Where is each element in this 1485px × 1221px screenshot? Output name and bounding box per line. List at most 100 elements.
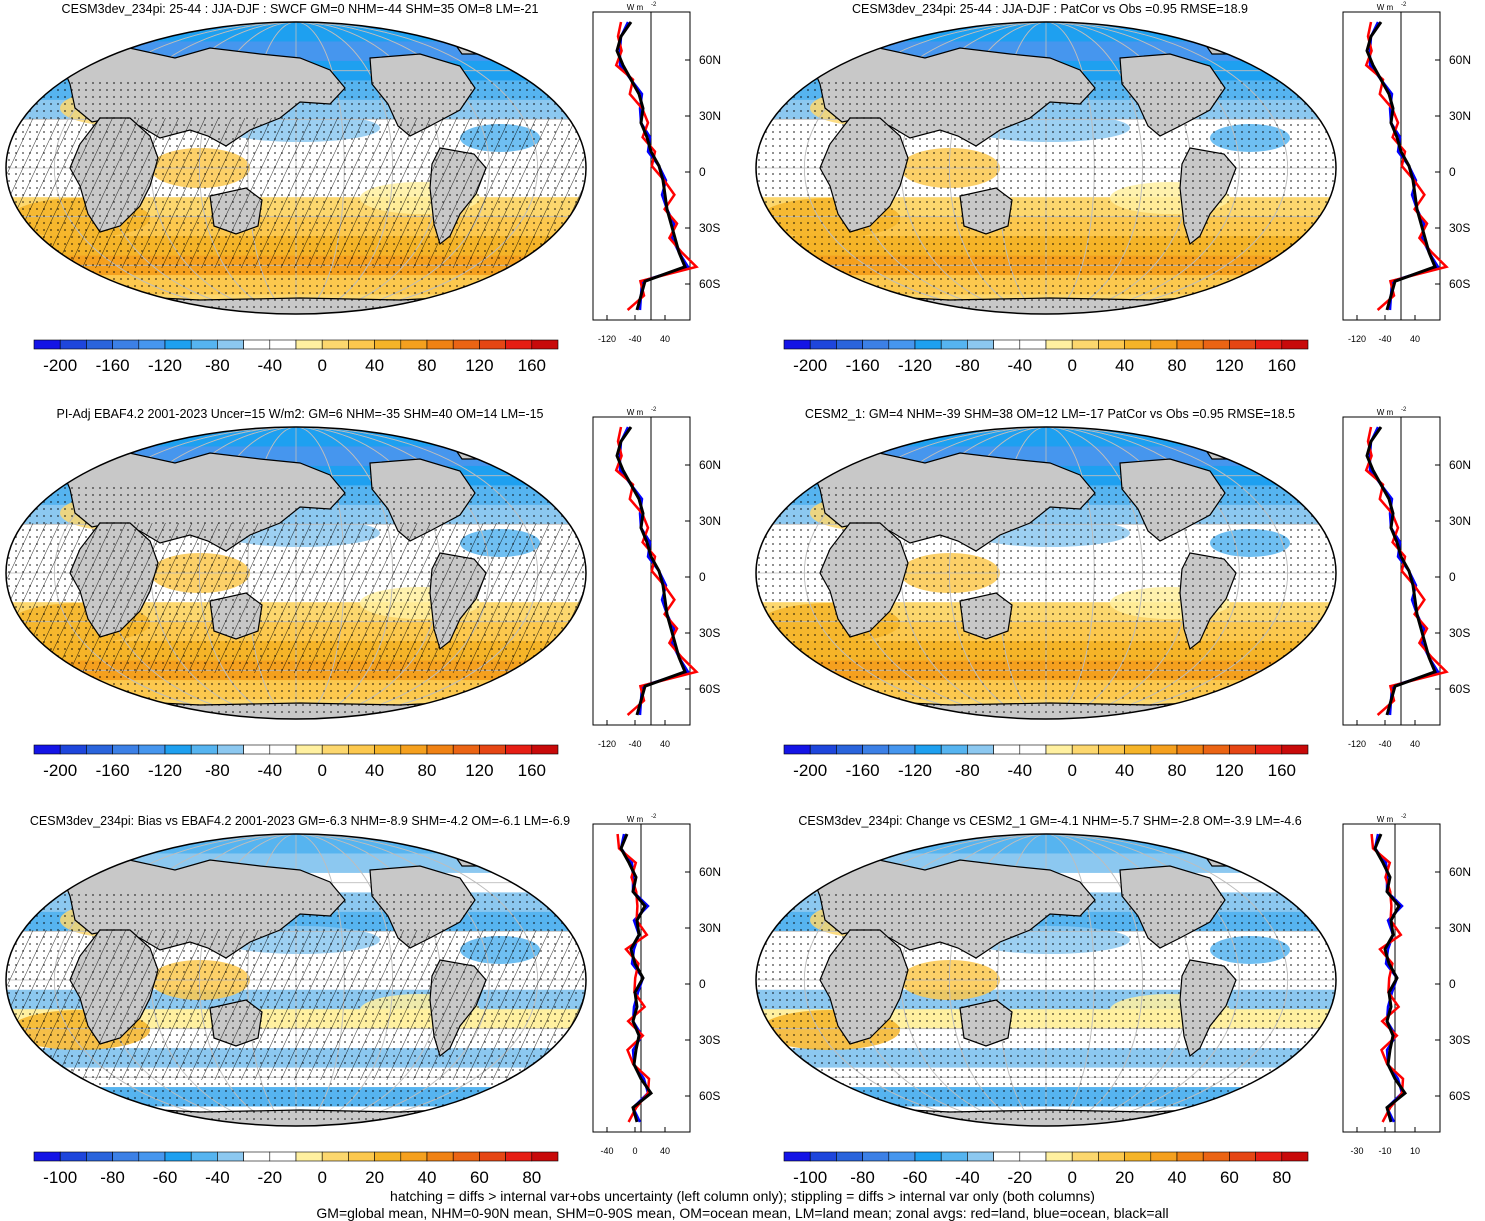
colorbar-label: 120: [1215, 356, 1243, 375]
colorbar-swatch: [1255, 339, 1283, 350]
colorbar-swatch: [505, 744, 533, 755]
colorbar-swatch: [112, 339, 140, 350]
colorbar-swatch: [86, 339, 113, 350]
colorbar-label: -120: [898, 356, 932, 375]
colorbar-swatch: [1098, 339, 1125, 350]
zonal-curve: [615, 426, 687, 716]
colorbar-swatch: [1281, 744, 1309, 755]
colorbar-swatch: [809, 1151, 837, 1162]
colorbar-swatch: [59, 1151, 87, 1162]
colorbar-swatch: [426, 744, 454, 755]
colorbar-label: -200: [793, 356, 827, 375]
zonal-unit: W m: [1377, 408, 1394, 417]
zonal-tick-label: 40: [660, 739, 670, 749]
map-border: [5, 833, 587, 1127]
colorbar-swatch: [86, 1151, 113, 1162]
colorbar-swatch: [321, 744, 349, 755]
colorbar-swatch: [1071, 1151, 1099, 1162]
colorbar-label: -100: [43, 1168, 77, 1187]
colorbar-swatch: [426, 339, 454, 350]
colorbar-swatch: [400, 1151, 428, 1162]
zonal-unit: W m: [627, 3, 644, 12]
lat-label: 0: [699, 570, 706, 584]
panel-title: CESM3dev_234pi: 25-44 : JJA-DJF : SWCF G…: [61, 2, 539, 16]
colorbar-swatch: [1124, 339, 1152, 350]
lat-label: 30S: [1449, 221, 1470, 235]
colorbar-swatch: [374, 339, 402, 350]
lat-label: 60S: [699, 277, 720, 291]
zonal-unit: W m: [1377, 3, 1394, 12]
colorbar-swatch: [888, 744, 916, 755]
zonal-unit: W m: [627, 815, 644, 824]
zonal-mean-plot: W m -2 60N 30N 0 30S 60S -120 -40 40: [1342, 2, 1471, 344]
map-panel: PI-Adj EBAF4.2 2001-2023 Uncer=15 W/m2: …: [0, 405, 742, 810]
colorbar-label: -40: [205, 1168, 230, 1187]
colorbar-swatch: [888, 339, 916, 350]
colorbar-swatch: [190, 744, 218, 755]
lat-label: 60S: [699, 1089, 720, 1103]
colorbar: -200-160-120-80-4004080120160200: [783, 339, 1309, 375]
colorbar-swatch: [1202, 744, 1230, 755]
zonal-unit: W m: [627, 408, 644, 417]
lat-label: 30S: [699, 1033, 720, 1047]
world-map: [755, 21, 1337, 315]
lat-label: 0: [1449, 570, 1456, 584]
colorbar-label: -40: [1008, 356, 1033, 375]
colorbar-swatch: [295, 744, 323, 755]
colorbar-swatch: [1124, 744, 1152, 755]
colorbar-swatch: [479, 339, 506, 350]
lat-label: 30N: [699, 921, 721, 935]
colorbar-swatch: [295, 339, 323, 350]
colorbar-swatch: [862, 744, 890, 755]
colorbar-label: 120: [1215, 761, 1243, 780]
colorbar-swatch: [1150, 744, 1178, 755]
map-panel: CESM3dev_234pi: Change vs CESM2_1 GM=-4.…: [750, 812, 1485, 1217]
colorbar-swatch: [348, 339, 375, 350]
zonal-tick-label: 0: [632, 1146, 637, 1156]
colorbar-swatch: [809, 339, 837, 350]
colorbar-swatch: [862, 339, 890, 350]
lat-label: 30S: [1449, 626, 1470, 640]
colorbar-swatch: [1019, 339, 1047, 350]
colorbar-swatch: [1202, 339, 1230, 350]
map-panel: CESM3dev_234pi: 25-44 : JJA-DJF : PatCor…: [750, 0, 1485, 405]
colorbar-swatch: [348, 744, 375, 755]
panel-title: PI-Adj EBAF4.2 2001-2023 Uncer=15 W/m2: …: [56, 407, 544, 421]
colorbar-swatch: [783, 1151, 811, 1162]
colorbar-label: 0: [1067, 356, 1076, 375]
colorbar-swatch: [967, 1151, 994, 1162]
colorbar-swatch: [1045, 1151, 1073, 1162]
colorbar-swatch: [940, 1151, 968, 1162]
zonal-tick-label: -10: [1378, 1146, 1391, 1156]
colorbar-swatch: [1071, 339, 1099, 350]
colorbar-swatch: [914, 339, 942, 350]
colorbar-label: 20: [1115, 1168, 1134, 1187]
colorbar-swatch: [138, 339, 166, 350]
zonal-mean-plot: W m -2 60N 30N 0 30S 60S -120 -40 40: [1342, 407, 1471, 749]
world-map: [755, 426, 1337, 720]
zonal-curve: [1373, 833, 1408, 1123]
colorbar-swatch: [33, 744, 61, 755]
colorbar-label: 0: [1067, 1168, 1076, 1187]
colorbar-label: 0: [1067, 761, 1076, 780]
colorbar-label: 160: [518, 761, 546, 780]
map-border: [755, 426, 1337, 720]
lat-label: 30N: [1449, 514, 1471, 528]
colorbar-swatch: [1150, 339, 1178, 350]
colorbar-swatch: [295, 1151, 323, 1162]
zonal-tick-label: 40: [1410, 334, 1420, 344]
zonal-tick-label: -40: [1378, 739, 1391, 749]
colorbar-swatch: [914, 1151, 942, 1162]
colorbar-label: -20: [1008, 1168, 1033, 1187]
colorbar-swatch: [1071, 744, 1099, 755]
colorbar-swatch: [243, 339, 271, 350]
colorbar-label: 40: [365, 761, 384, 780]
colorbar-swatch: [112, 1151, 140, 1162]
zonal-curve: [1368, 426, 1440, 716]
colorbar-swatch: [505, 339, 533, 350]
zonal-curve: [614, 426, 699, 716]
colorbar-swatch: [33, 339, 61, 350]
zonal-unit-sup: -2: [651, 2, 657, 8]
colorbar-swatch: [967, 339, 994, 350]
colorbar-label: -80: [850, 1168, 875, 1187]
